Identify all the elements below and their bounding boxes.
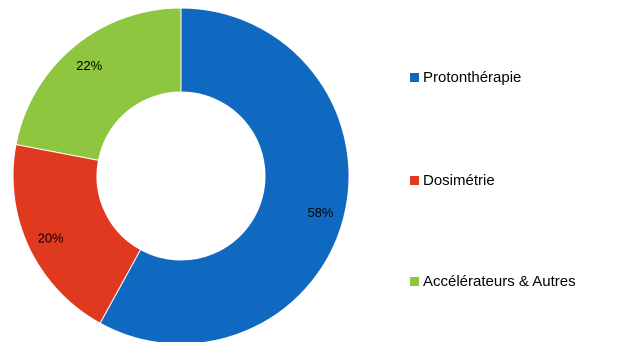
legend-item-dosimetrie: Dosimétrie [410, 172, 495, 189]
legend-label-dosimetrie: Dosimétrie [423, 172, 495, 189]
slice-0 [99, 7, 350, 342]
legend-label-protontherapie: Protonthérapie [423, 69, 522, 86]
legend-swatch-dosimetrie [410, 176, 419, 185]
slice-label-0: 58% [307, 205, 333, 220]
legend-swatch-accelerateurs [410, 277, 419, 286]
slice-2 [15, 7, 182, 161]
chart-slices [12, 7, 350, 342]
legend-item-protontherapie: Protonthérapie [410, 69, 521, 86]
slice-1 [12, 143, 142, 324]
legend-swatch-protontherapie [410, 73, 419, 82]
slice-label-2: 22% [76, 58, 102, 73]
legend-label-accelerateurs: Accélérateurs & Autres [423, 273, 576, 290]
chart-slice-labels: 58% 20% 22% [38, 58, 334, 245]
legend-item-accelerateurs: Accélérateurs & Autres [410, 273, 576, 290]
chart-legend: Protonthérapie Dosimétrie Accélérateurs … [410, 0, 627, 342]
slice-label-1: 20% [38, 230, 64, 245]
